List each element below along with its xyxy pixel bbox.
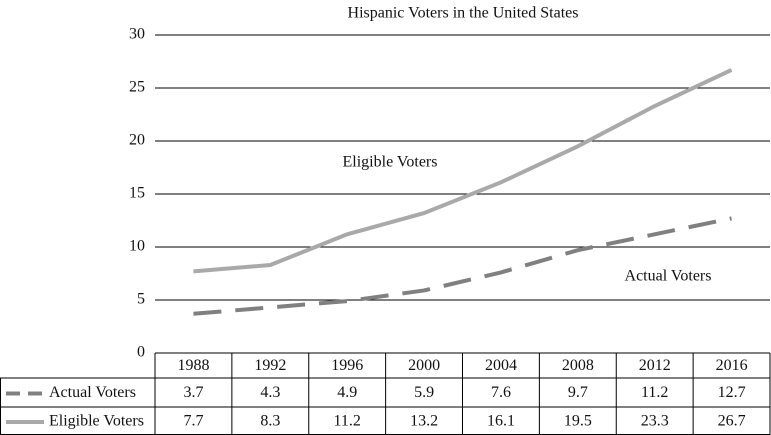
y-tick-label: 0 xyxy=(137,344,145,361)
legend-label: Eligible Voters xyxy=(49,413,144,430)
table-cell: 12.7 xyxy=(718,384,746,401)
x-tick-label: 2004 xyxy=(485,357,517,374)
table-cell: 23.3 xyxy=(641,413,669,430)
table-cell: 11.2 xyxy=(333,413,360,430)
x-tick-label: 1992 xyxy=(254,357,286,374)
series-line xyxy=(193,216,732,316)
y-tick-label: 30 xyxy=(129,26,145,43)
table-cell: 19.5 xyxy=(564,413,592,430)
y-tick-label: 5 xyxy=(137,291,145,308)
table-cell: 7.7 xyxy=(183,413,203,430)
x-tick-label: 2012 xyxy=(639,357,671,374)
table-cell: 7.6 xyxy=(491,384,511,401)
y-tick-label: 10 xyxy=(129,238,145,255)
table-cell: 4.3 xyxy=(260,384,280,401)
table-cell: 11.2 xyxy=(641,384,668,401)
table-cell: 3.7 xyxy=(183,384,203,401)
chart-title: Hispanic Voters in the United States xyxy=(348,5,579,22)
table-cell: 9.7 xyxy=(568,384,588,401)
annotation: Actual Voters xyxy=(625,268,712,285)
legend-label: Actual Voters xyxy=(49,384,136,401)
y-tick-label: 15 xyxy=(129,185,145,202)
annotation: Eligible Voters xyxy=(343,154,438,171)
y-tick-label: 25 xyxy=(129,79,145,96)
x-tick-label: 2016 xyxy=(716,357,748,374)
x-tick-label: 2000 xyxy=(408,357,440,374)
table-cell: 5.9 xyxy=(414,384,434,401)
x-tick-label: 2008 xyxy=(562,357,594,374)
x-tick-label: 1988 xyxy=(177,357,209,374)
table-cell: 8.3 xyxy=(260,413,280,430)
table-cell: 4.9 xyxy=(337,384,357,401)
y-tick-label: 20 xyxy=(129,132,145,149)
table-cell: 26.7 xyxy=(718,413,746,430)
series-line xyxy=(193,68,733,274)
table-cell: 16.1 xyxy=(487,413,515,430)
x-tick-label: 1996 xyxy=(331,357,363,374)
table-cell: 13.2 xyxy=(410,413,438,430)
